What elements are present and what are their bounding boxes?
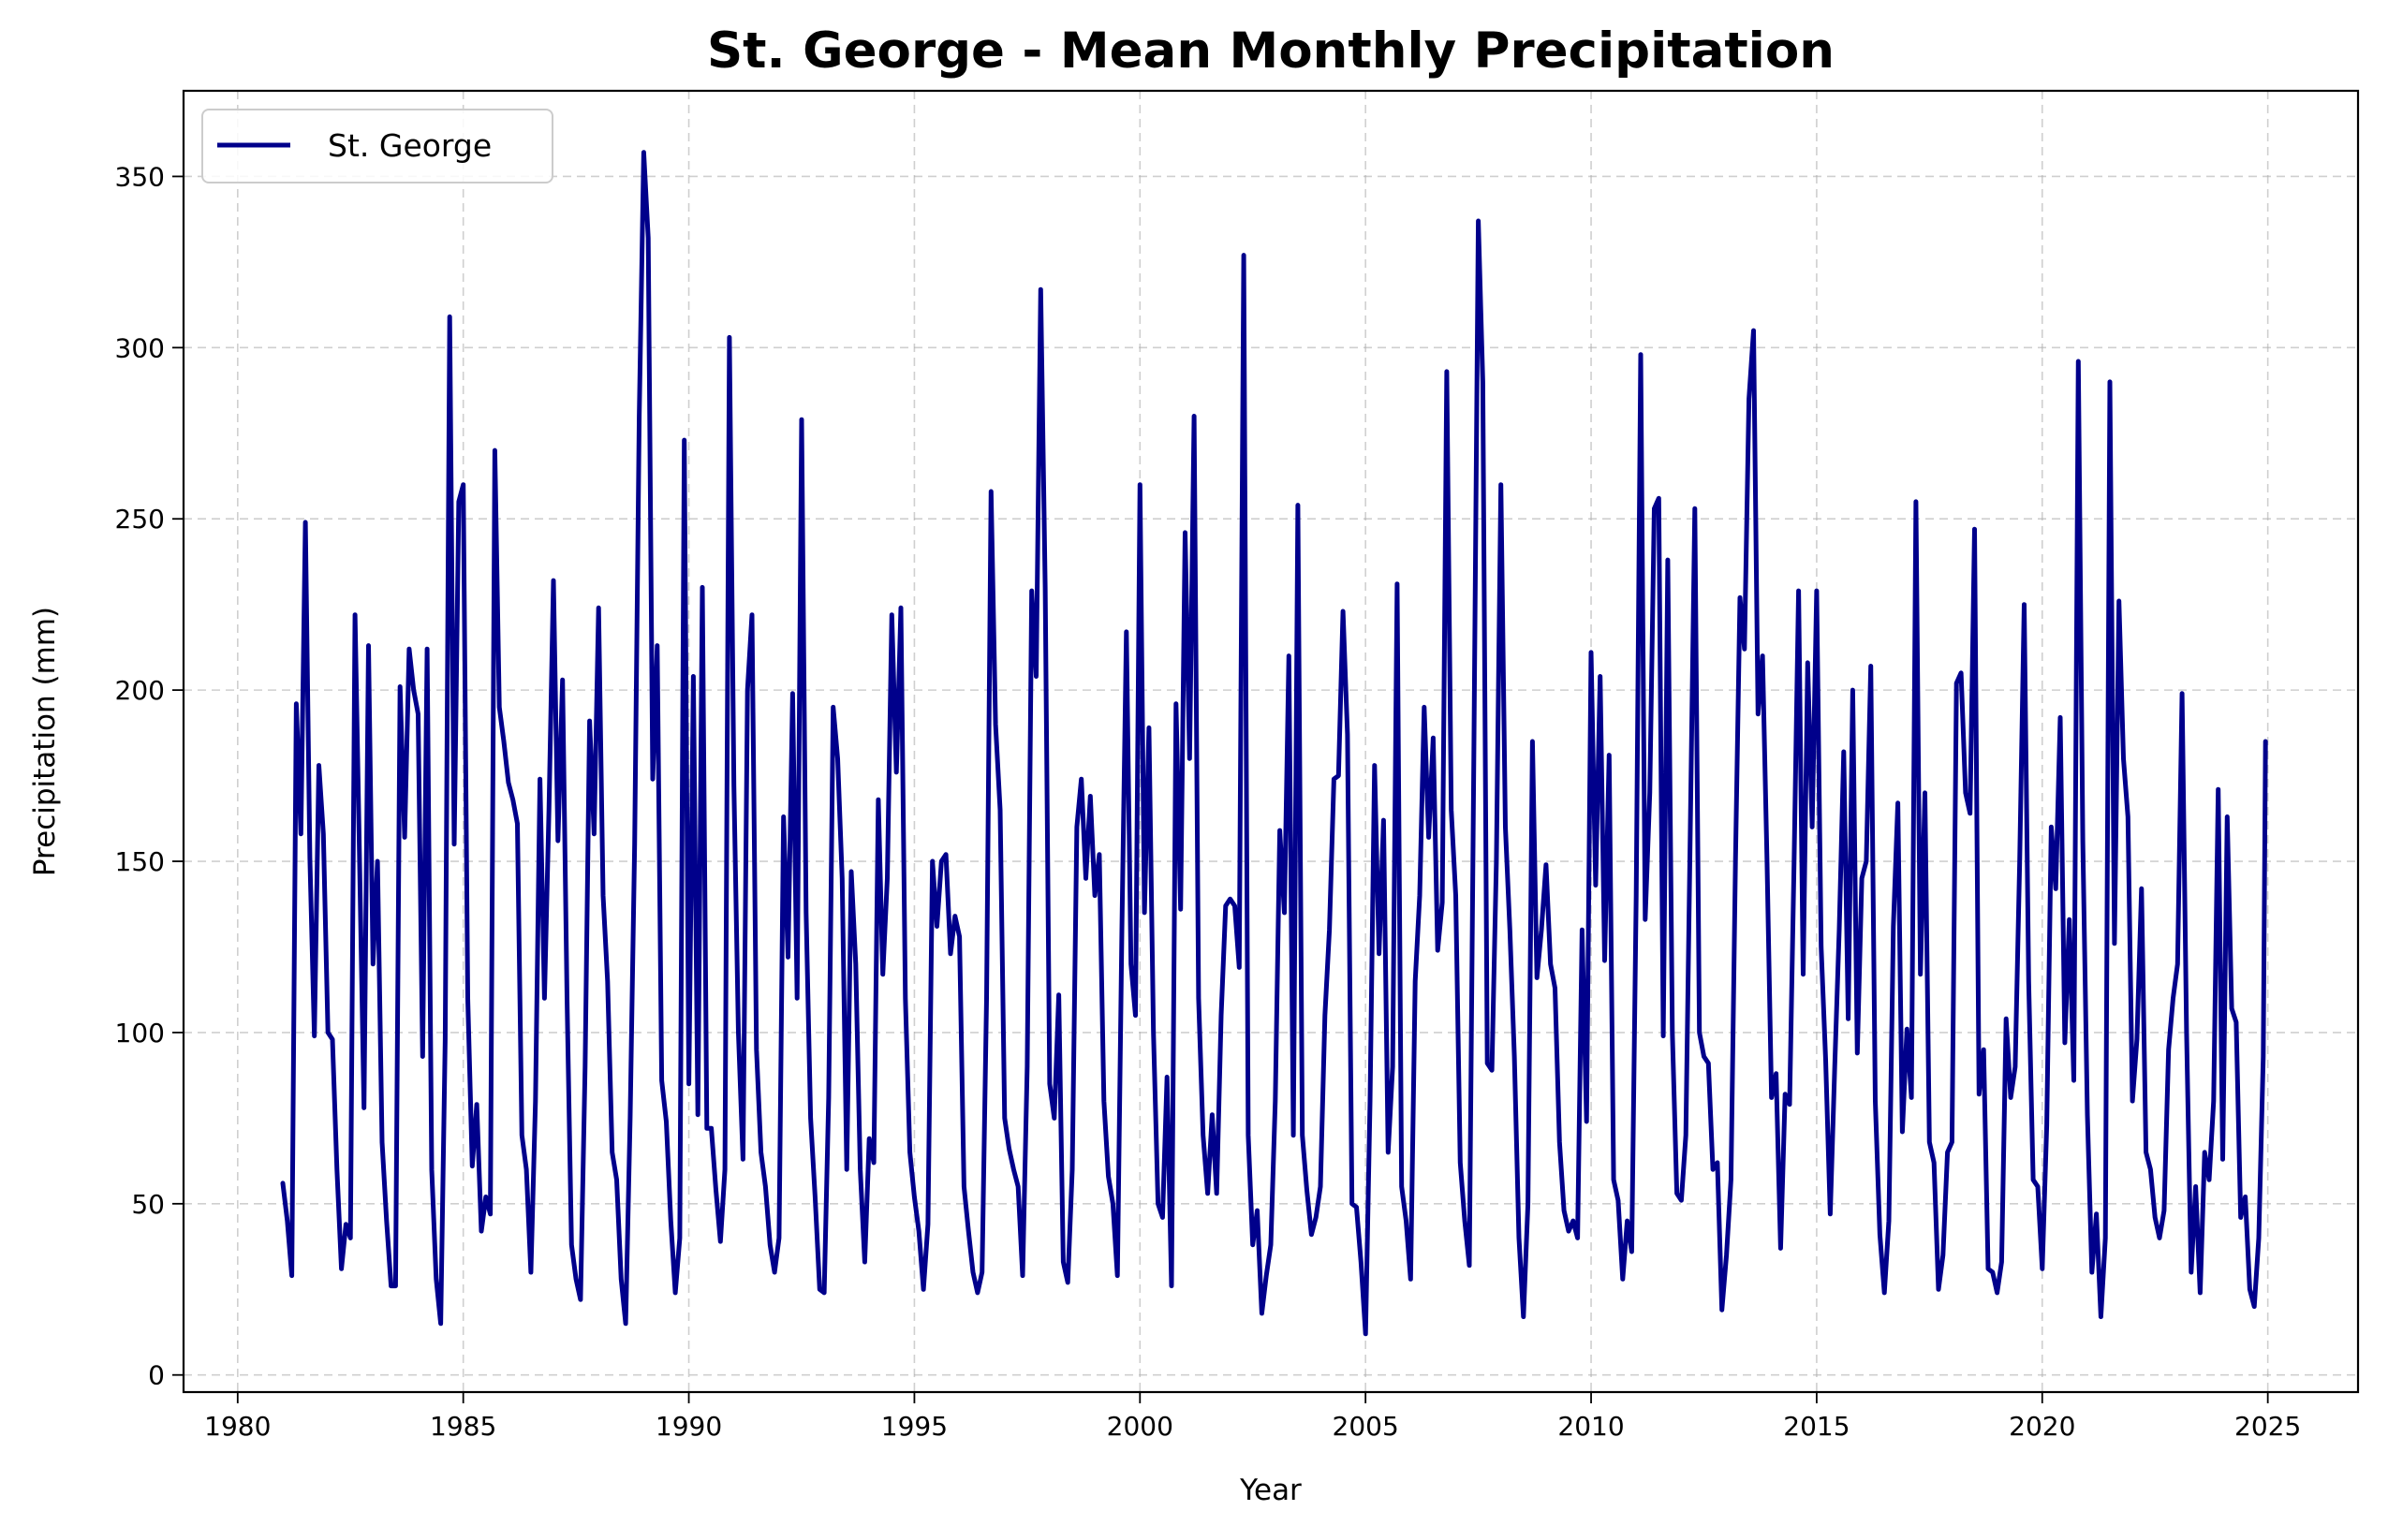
x-tick-label: 2020 — [2009, 1411, 2075, 1442]
y-axis-title: Precipitation (mm) — [28, 607, 62, 876]
y-tick-label: 100 — [115, 1018, 165, 1049]
series-line-st-george — [280, 150, 2268, 1337]
legend-label-st-george: St. George — [328, 127, 492, 164]
y-tick-label: 200 — [115, 675, 165, 706]
x-tick-label: 2000 — [1107, 1411, 1173, 1442]
x-tick-label: 2005 — [1333, 1411, 1399, 1442]
x-tick-label: 1980 — [204, 1411, 271, 1442]
x-tick-label: 1995 — [881, 1411, 948, 1442]
x-tick-label: 2015 — [1783, 1411, 1850, 1442]
series-layer — [280, 150, 2268, 1337]
x-tick-label: 1985 — [430, 1411, 496, 1442]
x-tick-label: 1990 — [656, 1411, 722, 1442]
x-axis-title: Year — [1239, 1474, 1302, 1507]
x-tick-label: 2010 — [1557, 1411, 1624, 1442]
axis-ticks: 1980 1985 1990 1995 2000 2005 2010 2015 2020 2025… — [115, 161, 2302, 1442]
legend-box — [201, 109, 553, 183]
y-tick-label: 50 — [131, 1189, 165, 1220]
y-tick-label: 250 — [115, 504, 165, 535]
y-tick-label: 350 — [115, 161, 165, 192]
y-tick-label: 300 — [115, 332, 165, 363]
y-tick-label: 0 — [148, 1360, 165, 1391]
legend: St. George — [201, 109, 553, 183]
x-tick-label: 2025 — [2234, 1411, 2301, 1442]
y-tick-label: 150 — [115, 846, 165, 877]
chart-title: St. George - Mean Monthly Precipitation — [707, 22, 1835, 80]
plot-frame — [182, 89, 2360, 1394]
